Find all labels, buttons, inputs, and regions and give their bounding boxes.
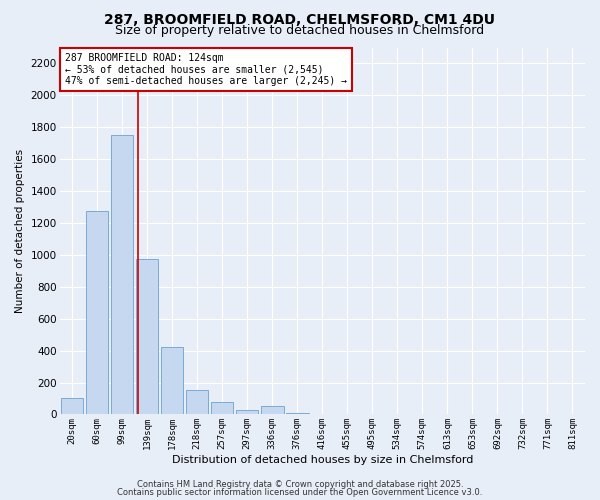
Text: Contains public sector information licensed under the Open Government Licence v3: Contains public sector information licen…	[118, 488, 482, 497]
Text: Size of property relative to detached houses in Chelmsford: Size of property relative to detached ho…	[115, 24, 485, 37]
Bar	[186, 390, 208, 414]
Bar	[261, 406, 284, 414]
Bar	[211, 402, 233, 414]
Text: 287, BROOMFIELD ROAD, CHELMSFORD, CM1 4DU: 287, BROOMFIELD ROAD, CHELMSFORD, CM1 4D…	[104, 12, 496, 26]
X-axis label: Distribution of detached houses by size in Chelmsford: Distribution of detached houses by size …	[172, 455, 473, 465]
Bar	[236, 410, 259, 414]
Y-axis label: Number of detached properties: Number of detached properties	[15, 149, 25, 313]
Text: 287 BROOMFIELD ROAD: 124sqm
← 53% of detached houses are smaller (2,545)
47% of : 287 BROOMFIELD ROAD: 124sqm ← 53% of det…	[65, 53, 347, 86]
Text: Contains HM Land Registry data © Crown copyright and database right 2025.: Contains HM Land Registry data © Crown c…	[137, 480, 463, 489]
Bar	[111, 135, 133, 414]
Bar	[61, 398, 83, 414]
Bar	[86, 211, 109, 414]
Bar	[161, 348, 184, 414]
Bar	[136, 259, 158, 414]
Bar	[286, 413, 308, 414]
